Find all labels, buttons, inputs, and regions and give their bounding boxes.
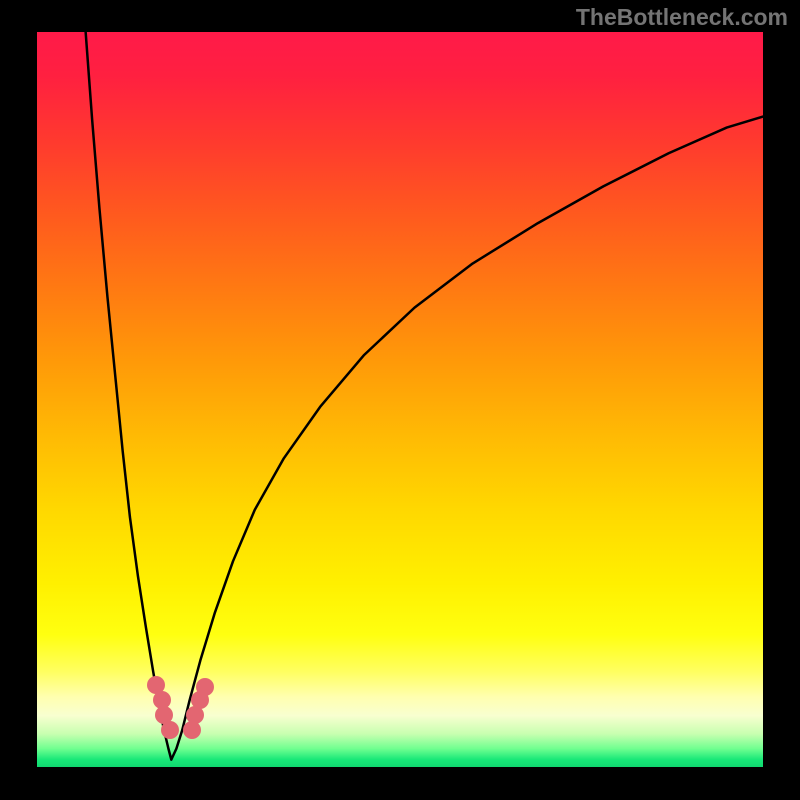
chart-svg xyxy=(0,0,800,800)
anomaly-marker xyxy=(161,721,179,739)
watermark-text: TheBottleneck.com xyxy=(576,4,788,31)
chart-root: TheBottleneck.com xyxy=(0,0,800,800)
plot-area xyxy=(37,32,763,767)
anomaly-marker xyxy=(183,721,201,739)
anomaly-marker xyxy=(196,678,214,696)
